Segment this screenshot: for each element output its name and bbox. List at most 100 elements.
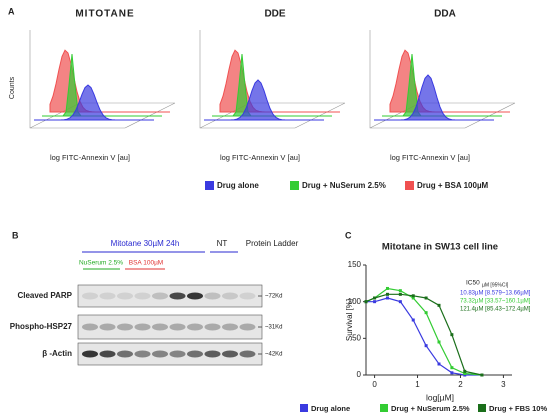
nt-label: NT (217, 239, 228, 248)
band (99, 350, 116, 358)
band (99, 323, 116, 331)
band (204, 350, 221, 358)
band (187, 292, 203, 300)
band (117, 323, 133, 331)
band (187, 350, 203, 358)
band (187, 323, 203, 331)
legend-swatch (405, 181, 414, 190)
series-line (365, 287, 482, 376)
point (364, 300, 368, 304)
point (424, 311, 428, 315)
x-tick-label: 2 (458, 380, 463, 389)
point (411, 294, 415, 298)
point (411, 318, 415, 322)
x-tick-label: 3 (501, 380, 506, 389)
band (82, 323, 98, 331)
point (463, 369, 467, 373)
band (134, 323, 151, 331)
row-label: Cleaved PARP (17, 291, 72, 300)
point (398, 300, 402, 304)
ic50-head: IC50 (466, 280, 480, 287)
point (385, 292, 389, 296)
y-tick-label: 0 (357, 370, 362, 379)
treatment-label: Mitotane 30µM 24h (111, 239, 180, 248)
legend-swatch (205, 181, 214, 190)
size-label: ~72Kd (265, 294, 283, 300)
band (239, 350, 256, 358)
panel-title: MITOTANE (75, 9, 134, 20)
point (480, 373, 484, 377)
row-label: β -Actin (42, 349, 72, 358)
point (450, 333, 454, 337)
panel-b: B Mitotane 30µM 24h NT Protein Ladder Nu… (10, 230, 299, 366)
panel-title: DDE (264, 9, 285, 20)
point (450, 371, 454, 375)
x-tick-label: 1 (415, 380, 420, 389)
point (437, 362, 441, 366)
legend-swatch (380, 404, 388, 412)
point (398, 292, 402, 296)
size-label: ~42Kd (265, 352, 283, 358)
point (385, 296, 389, 300)
x-tick-label: 0 (372, 380, 377, 389)
chart-title: Mitotane in SW13 cell line (382, 242, 498, 253)
point (385, 286, 389, 290)
point (463, 372, 467, 376)
histogram (34, 84, 154, 121)
band (82, 350, 98, 358)
point (373, 296, 377, 300)
legend-swatch (290, 181, 299, 190)
point (411, 296, 415, 300)
band (222, 350, 238, 358)
panel-label: C (345, 230, 352, 240)
panel-c: C Mitotane in SW13 cell line Survival [%… (300, 230, 547, 413)
size-label: ~31Kd (265, 325, 283, 331)
y-tick-label: 50 (352, 333, 361, 342)
legend-swatch (478, 404, 486, 412)
row-label: Phospho-HSP27 (10, 322, 73, 331)
point (398, 289, 402, 293)
band (117, 292, 133, 300)
band (82, 292, 98, 300)
band (99, 292, 116, 300)
histogram (374, 74, 494, 121)
legend-swatch (300, 404, 308, 412)
band (169, 323, 186, 331)
point (437, 340, 441, 344)
histogram (204, 79, 324, 121)
legend-label: Drug + NuSerum 2.5% (302, 181, 386, 190)
band (117, 350, 133, 358)
band (152, 350, 168, 358)
bsa-label: BSA 100µM (129, 260, 163, 267)
band (169, 350, 186, 358)
ic50-unit: µM [95%CI] (482, 282, 509, 288)
y-label: Counts (9, 76, 16, 99)
legend-label: Drug alone (311, 404, 350, 413)
panel-label: B (12, 230, 19, 240)
band (222, 292, 238, 300)
x-label: log FITC-Annexin V [au] (50, 153, 130, 162)
nuserum-label: NuSerum 2.5% (79, 260, 123, 267)
legend-label: Drug alone (217, 181, 259, 190)
series-line (366, 297, 482, 376)
series-line (365, 293, 483, 376)
point (373, 300, 377, 304)
panel-label: A (8, 6, 15, 16)
point (424, 344, 428, 348)
x-label: log[µM] (426, 392, 454, 402)
band (169, 292, 186, 300)
point (437, 303, 441, 307)
band (204, 292, 221, 300)
band (152, 323, 168, 331)
ic50-value: 10.83µM [8.579~13.66µM] (460, 291, 531, 297)
legend-label: Drug + FBS 10% (489, 404, 547, 413)
y-tick-label: 150 (348, 260, 362, 269)
legend-label: Drug + BSA 100µM (417, 181, 489, 190)
panel-a: A Counts MITOTANE log FITC-Annexin V [au]… (8, 6, 516, 190)
band (134, 350, 151, 358)
band (239, 323, 256, 331)
point (450, 366, 454, 370)
panel-title: DDA (434, 9, 456, 20)
band (204, 323, 221, 331)
